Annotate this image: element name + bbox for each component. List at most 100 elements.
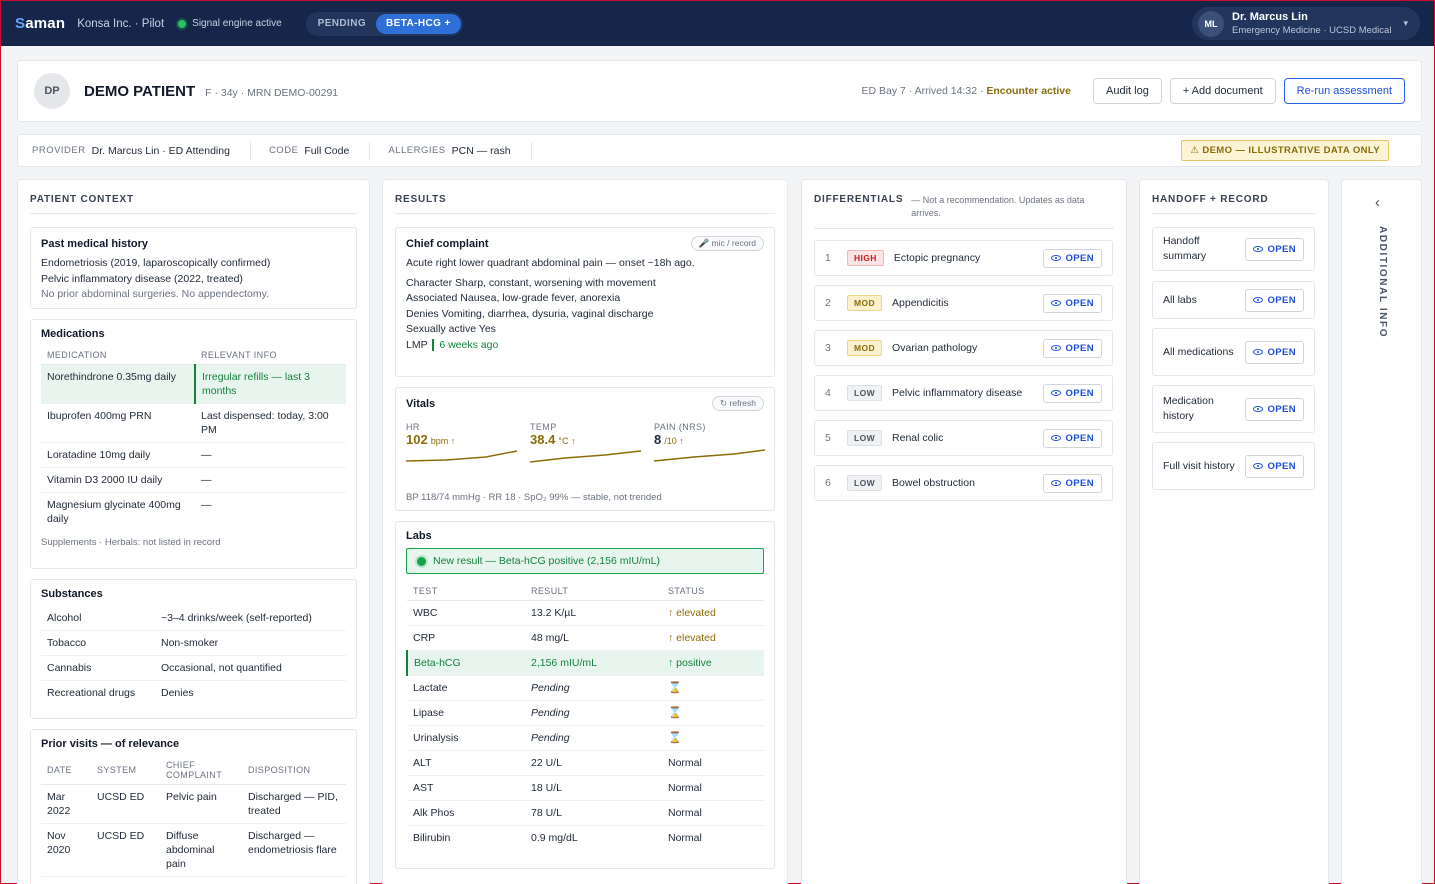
vitals-card: Vitals ↻ refresh HR 102 bpm ↑ TEMP 38.4 …: [395, 387, 775, 511]
hr-sparkline: [405, 450, 518, 462]
handoff-item[interactable]: Medication history OPEN: [1152, 385, 1315, 433]
demo-banner: ⚠ DEMO — ILLUSTRATIVE DATA ONLY: [1181, 140, 1389, 161]
table-row[interactable]: Loratadine 10mg daily —: [41, 442, 346, 468]
table-row[interactable]: Urinalysis Pending ⌛: [407, 725, 764, 751]
table-row[interactable]: Alk Phos 78 U/L Normal: [407, 800, 764, 826]
patient-context-panel: PATIENT CONTEXT Past medical history End…: [17, 179, 370, 884]
differential-item[interactable]: 3 MOD Ovarian pathology OPEN: [814, 330, 1113, 366]
open-button[interactable]: OPEN: [1043, 338, 1102, 358]
differential-item[interactable]: 4 LOW Pelvic inflammatory disease OPEN: [814, 375, 1113, 411]
handoff-item[interactable]: All medications OPEN: [1152, 328, 1315, 376]
prior-visits-card: Prior visits — of relevance DATE SYSTEM CH…: [30, 729, 357, 884]
table-row[interactable]: Ibuprofen 400mg PRN Last dispensed: today…: [41, 403, 346, 443]
table-row: Alcohol ~3–4 drinks/week (self-reported): [41, 606, 346, 631]
likelihood-badge: LOW: [847, 430, 883, 446]
new-result-alert[interactable]: New result — Beta-hCG positive (2,156 mI…: [406, 548, 764, 574]
handoff-item[interactable]: Full visit history OPEN: [1152, 442, 1315, 490]
mode-toggle: PENDING BETA-HCG +: [305, 11, 463, 36]
table-row[interactable]: WBC 13.2 K/µL ↑ elevated: [407, 600, 764, 626]
user-name: Dr. Marcus Lin: [1232, 10, 1308, 23]
table-row[interactable]: Magnesium glycinate 400mg daily —: [47, 499, 212, 525]
mic-icon: 🎤: [698, 238, 712, 248]
substances-card: Substances Alcohol ~3–4 drinks/week (self…: [30, 579, 357, 719]
additional-info-rail[interactable]: ‹ ADDITIONAL INFO: [1341, 179, 1422, 884]
provider-info: PROVIDER Dr. Marcus Lin · ED Attending: [32, 141, 251, 160]
refresh-button[interactable]: ↻ refresh: [712, 396, 764, 411]
table-row[interactable]: Lipase Pending ⌛: [407, 700, 764, 726]
vital-temp: TEMP 38.4 °C ↑: [529, 422, 645, 468]
differential-item[interactable]: 5 LOW Renal colic OPEN: [814, 420, 1113, 456]
table-row[interactable]: Nov 2020 UCSD ED Diffuse abdominal pain Dis…: [41, 823, 346, 877]
table-row[interactable]: Lactate Pending ⌛: [407, 675, 764, 701]
table-row[interactable]: Norethindrone 0.35mg daily Irregular refi…: [41, 364, 346, 404]
medications-card: Medications MEDICATION RELEVANT INFO Nore…: [30, 319, 357, 569]
panel-title: HANDOFF + RECORD: [1152, 180, 1316, 214]
org-label: Konsa Inc. · Pilot: [77, 17, 165, 30]
open-button[interactable]: OPEN: [1043, 383, 1102, 403]
open-button[interactable]: OPEN: [1043, 473, 1102, 493]
table-row[interactable]: Vitamin D3 2000 IU daily —: [41, 467, 346, 493]
brand-logo[interactable]: Saman: [15, 15, 66, 32]
open-button[interactable]: OPEN: [1043, 428, 1102, 448]
status-dot-icon: [178, 19, 187, 28]
pain-sparkline: [653, 449, 766, 462]
open-button[interactable]: OPEN: [1245, 397, 1304, 421]
open-button[interactable]: OPEN: [1245, 288, 1304, 312]
eye-icon: [1051, 300, 1062, 306]
audit-log-button[interactable]: Audit log: [1093, 78, 1162, 104]
table-row: Tobacco Non-smoker: [41, 630, 346, 656]
patient-meta: F · 34y · MRN DEMO-00291: [205, 86, 339, 99]
eye-icon: [1253, 297, 1264, 303]
differential-item[interactable]: 2 MOD Appendicitis OPEN: [814, 285, 1113, 321]
handoff-item[interactable]: Handoff summary OPEN: [1152, 227, 1315, 271]
patient-avatar: DP: [34, 73, 70, 109]
table-row[interactable]: ALT 22 U/L Normal: [407, 750, 764, 776]
alert-dot-icon: [417, 556, 426, 566]
rerun-assessment-button[interactable]: Re-run assessment: [1283, 78, 1405, 104]
info-bar: PROVIDER Dr. Marcus Lin · ED Attending CO…: [17, 134, 1422, 167]
mic-record-button[interactable]: 🎤 mic / record: [690, 236, 764, 251]
differentials-panel: DIFFERENTIALS — Not a recommendation. Up…: [801, 179, 1127, 884]
table-row: Cannabis Occasional, not quantified: [41, 655, 346, 681]
add-document-button[interactable]: + Add document: [1169, 78, 1276, 104]
table-row[interactable]: CRP 48 mg/L ↑ elevated: [407, 625, 764, 651]
allergies-info: ALLERGIES PCN — rash: [388, 141, 532, 160]
chevron-left-icon[interactable]: ‹: [1375, 194, 1380, 211]
eye-icon: [1253, 406, 1264, 412]
open-button[interactable]: OPEN: [1043, 293, 1102, 313]
patient-header: DP DEMO PATIENT F · 34y · MRN DEMO-00291…: [17, 60, 1422, 122]
encounter-status: Encounter active: [986, 85, 1071, 97]
table-row[interactable]: Beta-hCG 2,156 mIU/mL ↑ positive: [406, 650, 764, 676]
table-row: Recreational drugs Denies: [47, 687, 194, 699]
medications-table: MEDICATION RELEVANT INFO Norethindrone 0.…: [41, 346, 346, 531]
eye-icon: [1253, 349, 1264, 355]
open-button[interactable]: OPEN: [1245, 340, 1304, 364]
handoff-panel: HANDOFF + RECORD Handoff summary OPEN Al…: [1139, 179, 1329, 884]
code-info: CODE Full Code: [269, 141, 371, 160]
eye-icon: [1253, 463, 1264, 469]
vital-hr: HR 102 bpm ↑: [405, 422, 521, 468]
pending-pill[interactable]: PENDING: [317, 17, 367, 29]
differential-item[interactable]: 6 LOW Bowel obstruction OPEN: [814, 465, 1113, 501]
likelihood-badge: MOD: [847, 295, 883, 311]
handoff-item[interactable]: All labs OPEN: [1152, 281, 1315, 319]
chief-complaint-card: Chief complaint 🎤 mic / record Acute rig…: [395, 227, 775, 377]
table-row[interactable]: AST 18 U/L Normal: [407, 775, 764, 801]
prior-visits-table: DATE SYSTEM CHIEF COMPLAINT DISPOSITION Mar…: [41, 756, 346, 877]
user-menu[interactable]: ML Dr. Marcus Lin Emergency Medicine · U…: [1192, 7, 1420, 40]
beta-hcg-pill[interactable]: BETA-HCG +: [376, 13, 461, 34]
open-button[interactable]: OPEN: [1043, 248, 1102, 268]
differential-item[interactable]: 1 HIGH Ectopic pregnancy OPEN: [814, 240, 1113, 276]
labs-card: Labs New result — Beta-hCG positive (2,1…: [395, 521, 775, 869]
user-role: Emergency Medicine · UCSD Medical: [1232, 24, 1392, 36]
table-row[interactable]: Mar 2022 UCSD ED Pelvic pain Discharged — P…: [41, 784, 346, 824]
temp-sparkline: [529, 450, 642, 463]
likelihood-badge: LOW: [847, 385, 883, 401]
eye-icon: [1051, 255, 1062, 261]
eye-icon: [1253, 246, 1264, 252]
open-button[interactable]: OPEN: [1245, 454, 1304, 478]
open-button[interactable]: OPEN: [1245, 237, 1304, 261]
hourglass-icon: ⌛: [662, 675, 764, 701]
eye-icon: [1051, 390, 1062, 396]
table-row[interactable]: Bilirubin 0.9 mg/dL Normal: [413, 832, 702, 844]
